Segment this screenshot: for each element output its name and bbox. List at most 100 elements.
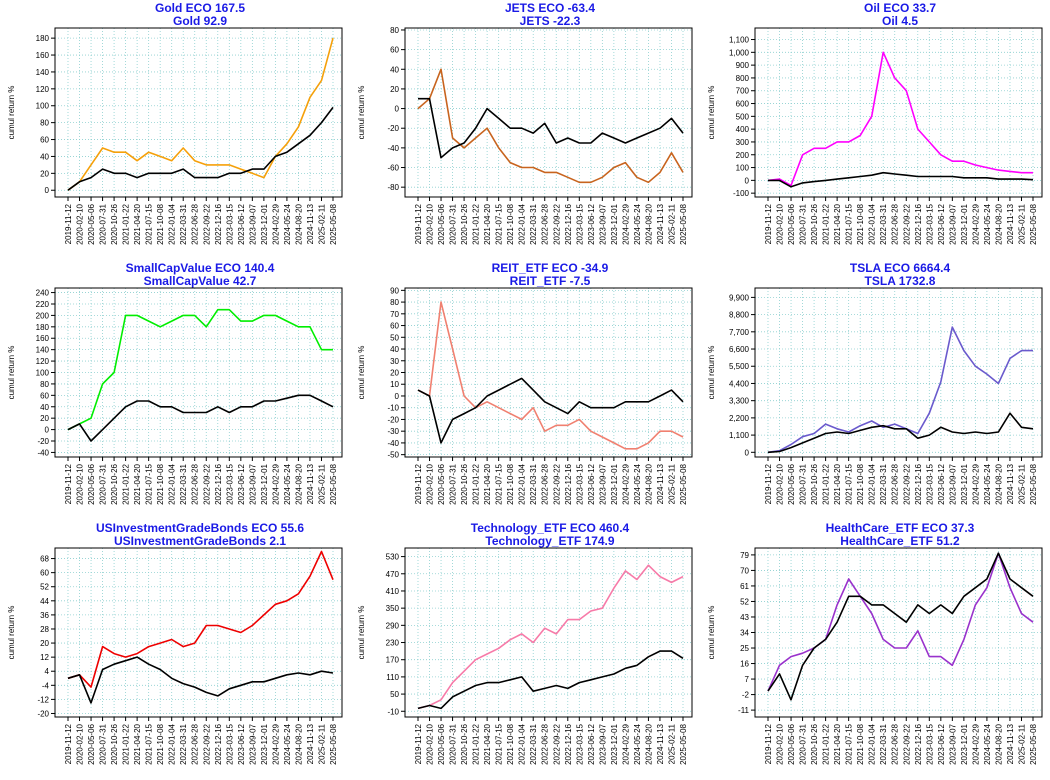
x-tick-label: 2020-07-31: [799, 463, 808, 504]
x-tick-label: 2024-05-24: [283, 463, 292, 504]
x-tick-label: 2020-05-06: [437, 463, 446, 504]
y-axis-label: cumul return %: [707, 86, 716, 140]
y-tick-label: 90: [390, 286, 399, 295]
x-tick-label: 2020-02-10: [426, 463, 435, 504]
x-tick-label: 2024-08-20: [294, 723, 303, 764]
x-tick-label: 2022-09-22: [552, 463, 561, 504]
y-tick-label: 100: [736, 164, 750, 173]
x-tick-label: 2024-02-29: [621, 463, 630, 504]
x-tick-label: 2024-02-29: [971, 203, 980, 244]
x-tick-label: 2021-10-08: [506, 203, 515, 244]
x-tick-label: 2022-09-22: [902, 723, 911, 764]
y-tick-label: -60: [387, 164, 399, 173]
x-tick-label: 2021-07-15: [845, 463, 854, 504]
x-tick-label: 2023-09-07: [598, 463, 607, 504]
x-tick-label: 2021-10-08: [156, 203, 165, 244]
x-tick-label: 2022-06-28: [891, 203, 900, 244]
y-tick-label: 70: [390, 310, 399, 319]
y-tick-label: 60: [390, 322, 399, 331]
x-tick-label: 2025-02-11: [1017, 203, 1026, 244]
x-tick-label: 2022-12-16: [914, 723, 923, 764]
y-tick-label: 0: [395, 392, 400, 401]
series-line: [767, 412, 1034, 454]
y-tick-label: -40: [387, 439, 399, 448]
x-tick-label: 2022-03-31: [529, 203, 538, 244]
plot-frame: [754, 27, 1043, 198]
x-tick-label: 2025-02-11: [667, 463, 676, 504]
x-tick-label: 2021-04-20: [833, 723, 842, 764]
x-tick-label: 2020-10-26: [810, 463, 819, 504]
chart-subtitle: TSLA 1732.8: [865, 274, 936, 288]
y-tick-label: 20: [40, 414, 49, 423]
x-tick-label: 2025-02-11: [667, 203, 676, 244]
series-line: [417, 68, 684, 184]
x-tick-label: 2023-09-07: [248, 203, 257, 244]
y-tick-label: 9,900: [729, 293, 750, 302]
y-tick-label: 1,100: [729, 36, 750, 45]
x-tick-label: 2020-07-31: [449, 723, 458, 764]
x-tick-label: 2023-12-01: [960, 723, 969, 764]
x-tick-label: 2020-02-10: [76, 723, 85, 764]
chart-subtitle: REIT_ETF -7.5: [510, 274, 591, 288]
x-tick-label: 2020-02-10: [426, 723, 435, 764]
x-tick-label: 2020-02-10: [426, 203, 435, 244]
x-tick-label: 2022-06-28: [891, 463, 900, 504]
x-tick-label: 2021-04-20: [133, 463, 142, 504]
y-tick-label: 61: [740, 582, 749, 591]
x-tick-label: 2022-12-16: [914, 463, 923, 504]
x-tick-label: 2024-11-13: [1006, 723, 1015, 764]
x-tick-label: 2020-10-26: [460, 463, 469, 504]
x-tick-label: 2025-02-11: [317, 723, 326, 764]
x-tick-label: 2022-01-04: [518, 463, 527, 504]
y-tick-label: 160: [36, 51, 50, 60]
y-tick-label: 0: [745, 448, 750, 457]
plot-frame: [404, 547, 693, 718]
y-tick-label: 20: [390, 369, 399, 378]
y-tick-label: -80: [387, 183, 399, 192]
plot-frame: [54, 287, 343, 458]
y-tick-label: 1,100: [729, 431, 750, 440]
y-tick-label: 0: [45, 426, 50, 435]
x-tick-label: 2020-05-06: [87, 203, 96, 244]
x-tick-label: 2021-01-22: [122, 723, 131, 764]
x-tick-label: 2022-12-16: [214, 463, 223, 504]
x-tick-label: 2025-05-08: [1029, 723, 1038, 764]
x-tick-label: 2024-05-24: [983, 203, 992, 244]
x-tick-label: 2024-08-20: [994, 463, 1003, 504]
x-tick-label: 2023-12-01: [610, 463, 619, 504]
series-line: [67, 394, 334, 442]
x-tick-label: 2024-11-13: [656, 203, 665, 244]
x-tick-label: 2020-10-26: [460, 203, 469, 244]
x-tick-label: 2021-04-20: [133, 203, 142, 244]
y-tick-label: 30: [390, 357, 399, 366]
x-tick-label: 2023-03-15: [225, 203, 234, 244]
x-tick-label: 2022-06-28: [191, 463, 200, 504]
x-tick-label: 2021-07-15: [495, 463, 504, 504]
y-tick-label: 200: [36, 311, 50, 320]
x-tick-label: 2020-10-26: [810, 723, 819, 764]
x-tick-label: 2024-08-20: [644, 463, 653, 504]
y-tick-label: 170: [386, 656, 400, 665]
x-tick-label: 2023-09-07: [948, 463, 957, 504]
x-tick-label: 2021-01-22: [472, 723, 481, 764]
x-tick-label: 2023-03-15: [575, 463, 584, 504]
x-tick-label: 2021-07-15: [495, 723, 504, 764]
x-tick-label: 2019-11-12: [764, 203, 773, 244]
x-tick-label: 2019-11-12: [64, 723, 73, 764]
series-line: [768, 171, 1034, 188]
y-tick-label: 400: [736, 125, 750, 134]
x-tick-label: 2020-10-26: [110, 463, 119, 504]
x-tick-label: 2023-09-07: [598, 203, 607, 244]
x-tick-label: 2021-10-08: [156, 723, 165, 764]
chart-title: HealthCare_ETF ECO 37.3: [826, 521, 975, 535]
x-tick-label: 2022-03-31: [179, 463, 188, 504]
y-tick-label: 44: [40, 597, 49, 606]
y-axis-label: cumul return %: [7, 346, 16, 400]
x-tick-label: 2022-01-04: [168, 203, 177, 244]
x-tick-label: 2024-05-24: [283, 203, 292, 244]
chart-subtitle: USInvestmentGradeBonds 2.1: [114, 534, 286, 548]
chart-subtitle: Oil 4.5: [882, 14, 918, 28]
